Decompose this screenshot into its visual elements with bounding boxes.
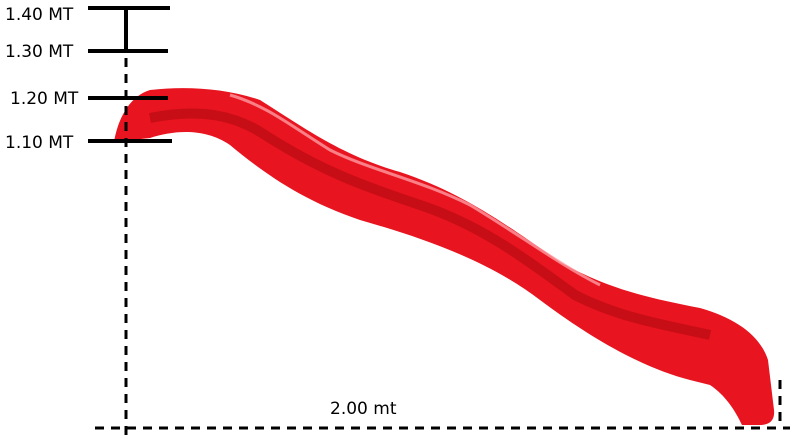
height-label: 1.30 MT [5,42,74,62]
slide [114,88,775,425]
height-label: 1.40 MT [5,5,74,25]
height-markers [88,6,172,143]
slide-groove [149,108,712,340]
height-label: 1.10 MT [5,133,74,153]
length-label: 2.00 mt [330,399,397,419]
slide-highlight [229,93,601,287]
height-label: 1.20 MT [10,89,79,109]
dimension-guides [95,58,790,437]
